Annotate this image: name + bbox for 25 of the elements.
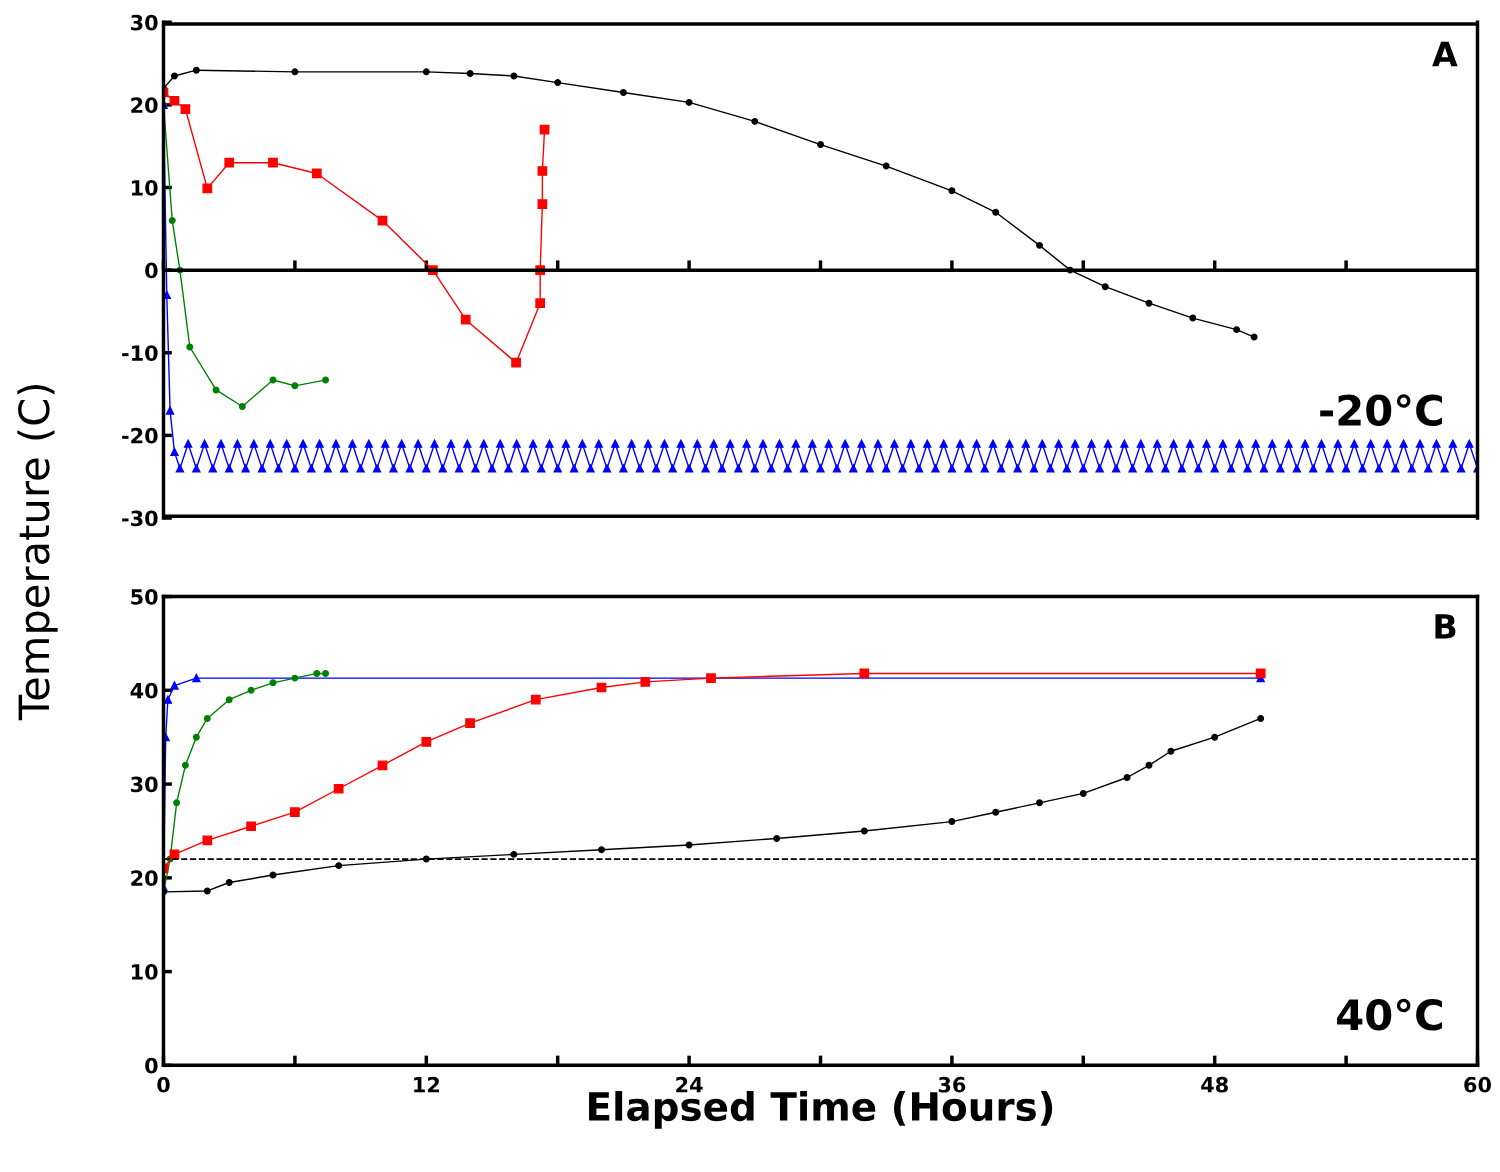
annotation: -20°C bbox=[1320, 394, 1442, 427]
x-tick-label: 48 bbox=[1201, 1076, 1228, 1093]
y-tick-label: 10 bbox=[132, 964, 158, 980]
x-tick-label: 12 bbox=[414, 1076, 439, 1093]
y-tick-label: 0 bbox=[145, 262, 158, 279]
y-tick-label: 30 bbox=[131, 14, 158, 31]
y-tick-label: 40 bbox=[130, 682, 158, 699]
annotation: B bbox=[1435, 614, 1456, 639]
x-tick-label: 60 bbox=[1464, 1076, 1491, 1093]
y-tick-label: 20 bbox=[131, 97, 158, 114]
x-tick-label: 0 bbox=[157, 1076, 170, 1093]
y-tick-label: 0 bbox=[145, 1057, 158, 1074]
y-tick-label: 20 bbox=[131, 870, 158, 887]
y-axis-title: Temperature (C) bbox=[17, 385, 58, 721]
x-tick-label: 36 bbox=[938, 1076, 966, 1093]
annotation: A bbox=[1432, 41, 1458, 67]
y-tick-label: -30 bbox=[122, 510, 158, 527]
x-axis-title: Elapsed Time (Hours) bbox=[589, 1091, 1053, 1129]
y-tick-label: 30 bbox=[131, 776, 158, 793]
y-tick-label: -10 bbox=[122, 345, 158, 361]
y-tick-label: 10 bbox=[132, 179, 158, 196]
y-tick-label: 50 bbox=[131, 589, 158, 605]
x-tick-label: 24 bbox=[676, 1076, 703, 1093]
annotation: 40°C bbox=[1337, 998, 1442, 1031]
y-tick-label: -20 bbox=[122, 427, 158, 444]
